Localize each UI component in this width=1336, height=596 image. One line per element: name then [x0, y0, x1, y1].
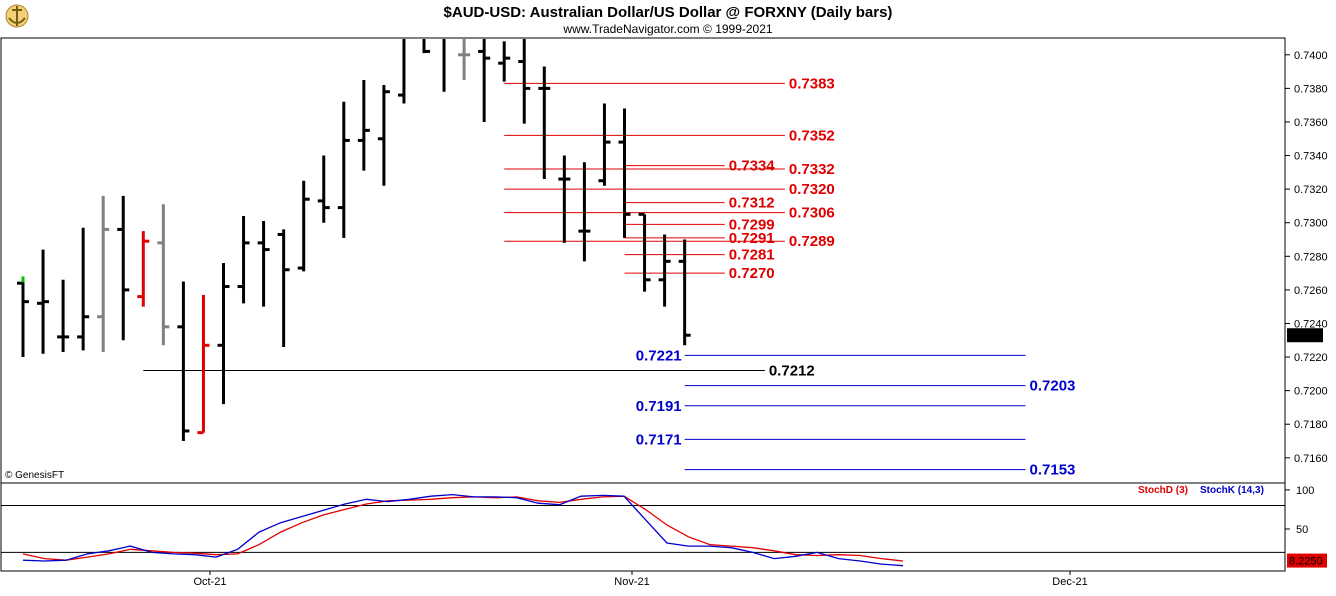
- resistance-label: 0.7306: [789, 205, 835, 222]
- last-price-marker: 0.7233: [1287, 328, 1323, 343]
- last-price-label: 0.7233: [1289, 330, 1323, 342]
- chart-subtitle: www.TradeNavigator.com © 1999-2021: [562, 22, 772, 36]
- stoch-series-line: [22, 493, 904, 567]
- price-y-tick-label: 0.7160: [1294, 453, 1328, 465]
- price-bars: [17, 39, 691, 442]
- stoch-last-value-box: [1287, 553, 1327, 568]
- resistance-label: 0.7270: [729, 265, 775, 282]
- price-y-tick-label: 0.7180: [1294, 419, 1328, 431]
- support-label: 0.7203: [1030, 378, 1076, 395]
- stoch-y-tick-label: 50: [1296, 524, 1308, 536]
- price-panel-frame: [0, 37, 1286, 484]
- price-y-axis: 0.7400 0.7380 0.7360 0.7340 0.7320 0.7300 0.72…: [1285, 50, 1328, 465]
- support-label: 0.7171: [636, 431, 682, 448]
- resistance-label: 0.7334: [729, 158, 776, 175]
- resistance-label: 0.7299: [729, 216, 775, 233]
- price-y-tick-label: 0.7280: [1294, 251, 1328, 263]
- price-y-tick-label: 0.7200: [1294, 386, 1328, 398]
- price-y-tick-label: 0.7340: [1294, 151, 1328, 163]
- price-y-tick-label: 0.7400: [1294, 50, 1328, 62]
- support-label: 0.7153: [1030, 462, 1076, 479]
- genesis-credit: © GenesisFT: [5, 470, 64, 481]
- support-label: 0.7191: [636, 398, 682, 415]
- stoch-panel-frame: [0, 482, 1286, 572]
- x-tick-label: Dec-21: [1052, 576, 1087, 588]
- stoch-k-legend: StochK (14,3): [1200, 485, 1264, 496]
- resistance-label: 0.7281: [729, 247, 775, 264]
- price-y-tick-label: 0.7240: [1294, 318, 1328, 330]
- support-label: 0.7221: [636, 347, 682, 364]
- resistance-label: 0.7352: [789, 127, 835, 144]
- last-price-box: [1287, 328, 1323, 343]
- x-tick-label: Nov-21: [614, 576, 649, 588]
- price-y-tick-label: 0.7220: [1294, 352, 1328, 364]
- stoch-y-tick-label: 100: [1296, 485, 1314, 497]
- price-y-tick-label: 0.7320: [1294, 184, 1328, 196]
- x-tick-label: Oct-21: [193, 576, 226, 588]
- stoch-series-line: [22, 495, 904, 562]
- price-y-tick-label: 0.7360: [1294, 117, 1328, 129]
- header-logo: [5, 4, 29, 28]
- x-axis: Oct-21 Nov-21 Dec-21: [193, 571, 1088, 588]
- price-y-tick-label: 0.7380: [1294, 83, 1328, 95]
- resistance-label: 0.7291: [729, 230, 775, 247]
- resistance-label: 0.7289: [789, 233, 835, 250]
- pivot-label: 0.7212: [769, 362, 815, 379]
- resistance-label: 0.7312: [729, 195, 775, 212]
- price-levels: 0.7383 0.7352 0.7334 0.7332 0.7320 0.7312 0.73…: [143, 75, 1076, 479]
- stoch-d-legend: StochD (3): [1138, 485, 1188, 496]
- resistance-label: 0.7332: [789, 161, 835, 178]
- price-y-tick-label: 0.7300: [1294, 218, 1328, 230]
- stoch-panel: 100 50 StochD (3) StochK (14,3) 8.2250: [1, 485, 1327, 568]
- stoch-last-value-label: 8.2250: [1289, 556, 1323, 568]
- price-y-tick-label: 0.7260: [1294, 285, 1328, 297]
- chart-title: $AUD-USD: Australian Dollar/US Dollar @ …: [444, 4, 893, 21]
- resistance-label: 0.7383: [789, 75, 835, 92]
- resistance-label: 0.7320: [789, 181, 835, 198]
